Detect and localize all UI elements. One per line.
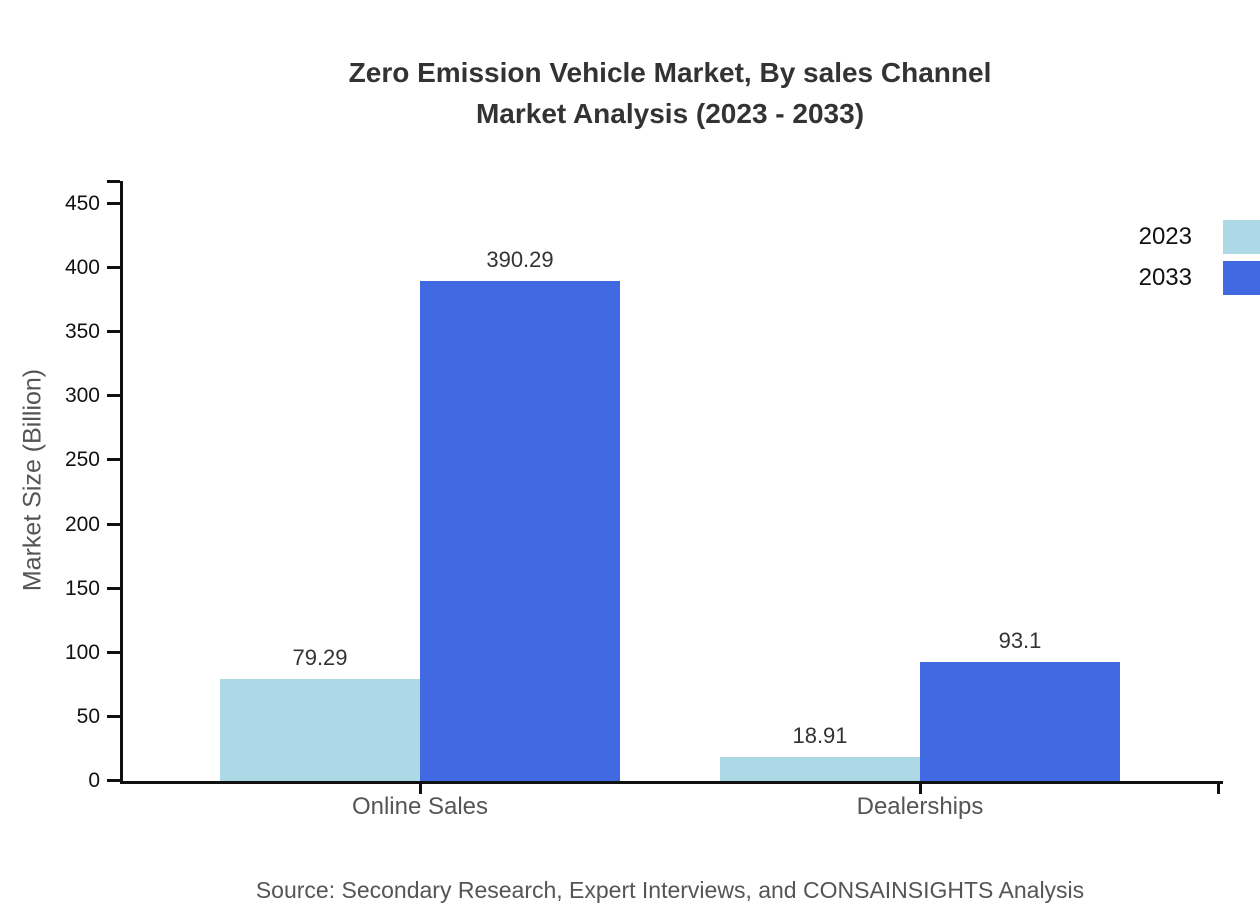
legend-swatch-2023 bbox=[1223, 220, 1260, 254]
y-tick-mark bbox=[107, 522, 120, 526]
plot-area bbox=[120, 181, 1223, 784]
y-tick-mark bbox=[107, 714, 120, 718]
y-tick-mark bbox=[107, 394, 120, 398]
y-axis-end-cap bbox=[107, 180, 120, 183]
x-axis-end-cap bbox=[1217, 784, 1220, 794]
y-tick-label: 450 bbox=[64, 192, 100, 215]
y-tick-mark bbox=[107, 458, 120, 462]
legend-label-2023: 2023 bbox=[1138, 223, 1192, 250]
bar-value-label-dealerships-2033: 93.1 bbox=[998, 627, 1042, 653]
x-tick-mark bbox=[919, 784, 922, 794]
legend-swatch-2033 bbox=[1223, 261, 1260, 295]
bar-online-sales-2033 bbox=[420, 280, 620, 781]
bar-value-label-online-sales-2023: 79.29 bbox=[292, 645, 348, 671]
y-tick-mark bbox=[107, 266, 120, 270]
x-category-label: Dealerships bbox=[856, 793, 984, 820]
y-tick-label: 50 bbox=[76, 704, 100, 728]
x-tick-mark bbox=[419, 784, 422, 794]
y-tick-label: 100 bbox=[64, 640, 100, 664]
bar-value-label-online-sales-2033: 390.29 bbox=[486, 246, 554, 272]
bar-value-label-dealerships-2023: 18.91 bbox=[792, 722, 848, 748]
y-tick-label: 300 bbox=[64, 384, 100, 408]
y-tick-mark bbox=[107, 202, 120, 205]
y-tick-label: 250 bbox=[64, 448, 100, 472]
bar-dealerships-2033 bbox=[920, 661, 1120, 781]
y-tick-mark bbox=[107, 586, 120, 590]
y-tick-label: 200 bbox=[64, 512, 100, 536]
chart-title-line1: Zero Emission Vehicle Market, By sales C… bbox=[348, 57, 992, 88]
bar-dealerships-2023 bbox=[720, 756, 920, 781]
bar-online-sales-2023 bbox=[220, 679, 420, 781]
chart-title: Zero Emission Vehicle Market, By sales C… bbox=[349, 52, 992, 134]
y-tick-label: 0 bbox=[88, 769, 100, 792]
y-tick-label: 350 bbox=[64, 320, 100, 344]
y-tick-label: 400 bbox=[64, 256, 100, 280]
chart-title-line2: Market Analysis (2023 - 2033) bbox=[475, 98, 865, 129]
y-tick-mark bbox=[107, 330, 120, 334]
legend-label-2033: 2033 bbox=[1138, 264, 1192, 291]
y-tick-label: 150 bbox=[64, 576, 100, 600]
y-tick-mark bbox=[107, 650, 120, 654]
y-tick-mark bbox=[107, 779, 120, 782]
source-note: Source: Secondary Research, Expert Inter… bbox=[255, 877, 1085, 903]
x-category-label: Online Sales bbox=[351, 793, 489, 820]
